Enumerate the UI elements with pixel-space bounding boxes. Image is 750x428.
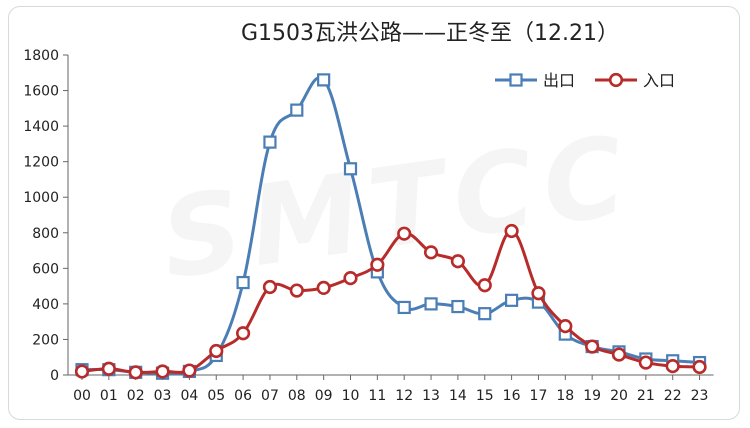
y-tick-label: 1400	[23, 119, 59, 135]
x-tick-label: 09	[315, 388, 333, 404]
y-tick-label: 1800	[23, 48, 59, 64]
data-point	[478, 307, 492, 321]
y-tick-label: 1600	[23, 84, 59, 100]
x-tick-label: 07	[261, 388, 279, 404]
legend-label: 出口	[543, 71, 575, 90]
data-point	[236, 326, 251, 341]
data-point	[477, 278, 492, 293]
data-point	[451, 299, 465, 314]
data-point	[236, 275, 250, 290]
x-tick-label: 06	[234, 388, 252, 404]
y-tick-label: 0	[50, 368, 59, 384]
x-tick-label: 17	[530, 388, 548, 404]
data-point	[585, 339, 600, 354]
data-point	[182, 363, 197, 378]
data-point	[505, 293, 519, 307]
data-point	[611, 347, 627, 362]
x-tick-label: 04	[180, 388, 198, 404]
data-point	[74, 364, 90, 379]
data-point	[397, 226, 412, 241]
y-tick-label: 1000	[23, 190, 59, 206]
data-point	[397, 300, 411, 315]
legend-marker	[608, 72, 624, 88]
x-tick-label: 21	[637, 388, 655, 404]
data-point	[289, 283, 304, 298]
y-tick-label: 600	[32, 261, 59, 277]
chart-title: G1503瓦洪公路——正冬至（12.21）	[241, 21, 619, 46]
legend-marker	[509, 73, 523, 87]
watermark: SMTCC	[154, 111, 642, 304]
data-point	[343, 271, 358, 286]
data-point	[128, 365, 143, 380]
legend: 出口 入口	[495, 71, 675, 90]
x-tick-label: 10	[342, 388, 360, 404]
data-point	[317, 73, 331, 87]
x-tick-label: 23	[691, 388, 709, 404]
x-tick-label: 01	[100, 388, 118, 404]
data-point	[263, 135, 277, 149]
data-point	[424, 297, 438, 311]
series-1	[74, 223, 707, 380]
data-point	[423, 245, 439, 260]
series-layer	[74, 73, 707, 380]
x-tick-label: 15	[476, 388, 494, 404]
x-tick-label: 18	[556, 388, 574, 404]
x-tick-label: 05	[207, 388, 225, 404]
x-tick-label: 14	[449, 388, 467, 404]
data-point	[638, 355, 653, 370]
x-tick-label: 12	[395, 388, 413, 404]
y-tick-label: 1200	[23, 155, 59, 171]
data-point	[558, 319, 573, 334]
x-tick-label: 22	[664, 388, 682, 404]
x-tick-label: 02	[127, 388, 145, 404]
x-tick-label: 11	[368, 388, 386, 404]
y-tick-label: 800	[32, 226, 59, 242]
data-point	[692, 359, 707, 375]
data-point	[531, 286, 546, 301]
data-point	[209, 343, 224, 359]
data-point	[665, 359, 680, 374]
x-tick-label: 13	[422, 388, 440, 404]
y-tick-label: 200	[32, 332, 59, 348]
x-tick-label: 00	[73, 388, 91, 404]
x-tick-label: 19	[583, 388, 601, 404]
x-tick-label: 16	[503, 388, 521, 404]
data-point	[155, 364, 170, 379]
x-tick-label: 08	[288, 388, 306, 404]
axes: 0 200 400 600 800 1000 1200 1400 1600 1800 00 01 02 0…	[23, 48, 714, 404]
data-point	[370, 257, 385, 272]
data-point	[290, 103, 304, 117]
x-tick-label: 20	[610, 388, 628, 404]
data-point	[101, 361, 116, 376]
y-tick-label: 400	[32, 297, 59, 313]
legend-label: 入口	[643, 71, 675, 90]
x-tick-label: 03	[154, 388, 172, 404]
data-point	[343, 162, 358, 176]
data-point	[504, 223, 519, 239]
data-point	[450, 254, 466, 269]
data-point	[262, 279, 278, 295]
data-point	[316, 280, 331, 295]
